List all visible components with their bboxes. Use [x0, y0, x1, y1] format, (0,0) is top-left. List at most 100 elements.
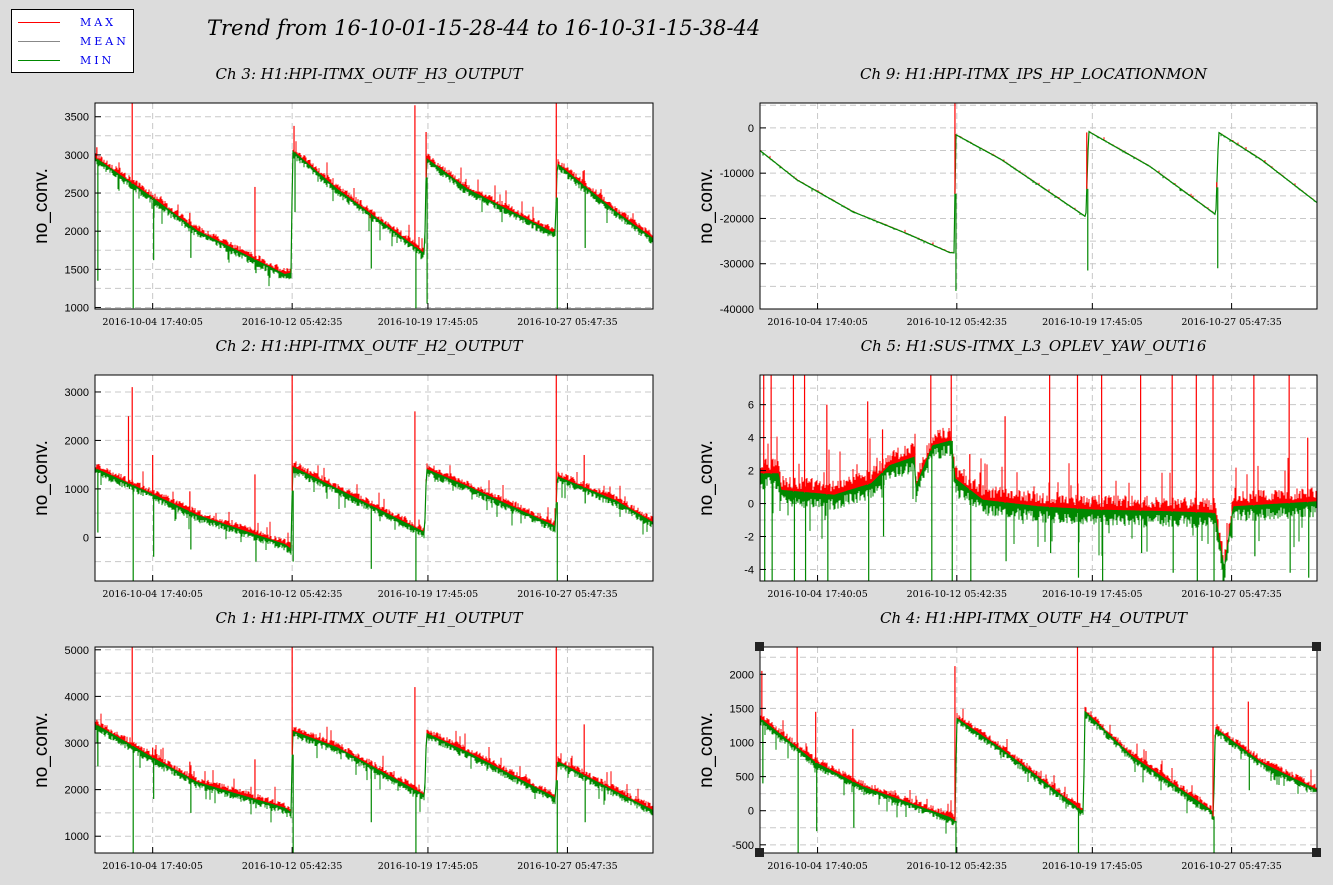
legend-swatch-mean [18, 41, 60, 42]
series-max [95, 713, 653, 813]
plot-frame [94, 374, 654, 582]
series-mean [95, 150, 653, 276]
selection-handle [755, 848, 764, 857]
y-tick-label: 0 [748, 123, 754, 135]
plot-area [95, 375, 653, 581]
x-tick-label: 2016-10-04 17:40:05 [102, 589, 202, 600]
gridlines [760, 103, 1317, 310]
y-tick-label: 0 [83, 532, 89, 544]
y-tick-label: 1000 [65, 484, 89, 496]
x-tick-label: 2016-10-04 17:40:05 [102, 317, 202, 328]
y-tick-label: -500 [732, 840, 754, 852]
chart-panel-4: Ch 5: H1:SUS-ITMX_L3_OPLEV_YAW_OUT16 -4 -2… [696, 337, 1318, 600]
x-tick-label: 2016-10-19 17:45:05 [1042, 589, 1142, 600]
series-max [760, 706, 1317, 821]
y-tick-label: 5000 [65, 645, 89, 657]
x-tick-label: 2016-10-19 17:45:05 [378, 589, 478, 600]
plot-area [95, 647, 653, 853]
selection-handle [1312, 642, 1321, 651]
y-tick-label: -4 [744, 564, 754, 576]
legend-item-max: MAX [18, 16, 133, 30]
y-tick-label: 2000 [65, 435, 89, 447]
y-tick-label: 6 [748, 400, 754, 412]
x-tick-label: 2016-10-04 17:40:05 [767, 589, 867, 600]
chart-panel-6: Ch 4: H1:HPI-ITMX_OUTF_H4_OUTPUT -500 0 500… [696, 609, 1321, 872]
y-tick-label: 3000 [65, 150, 89, 162]
chart-panel-5: Ch 1: H1:HPI-ITMX_OUTF_H1_OUTPUT 1000 2000… [31, 609, 654, 872]
series-min [95, 724, 653, 823]
y-tick-label: 2000 [65, 785, 89, 797]
chart-title: Ch 4: H1:HPI-ITMX_OUTF_H4_OUTPUT [880, 609, 1188, 627]
chart-panel-3: Ch 2: H1:HPI-ITMX_OUTF_H2_OUTPUT 0 1000 200… [31, 337, 654, 600]
y-tick-label: 1000 [65, 302, 89, 314]
x-tick-label: 2016-10-04 17:40:05 [102, 861, 202, 872]
plot-frame [759, 646, 1318, 854]
chart-title: Ch 9: H1:HPI-ITMX_IPS_HP_LOCATIONMON [860, 65, 1208, 83]
legend-swatch-max [18, 22, 60, 23]
x-tick-label: 2016-10-12 05:42:35 [242, 317, 342, 328]
series-max [95, 461, 653, 550]
x-tick-label: 2016-10-12 05:42:35 [242, 589, 342, 600]
series-max [95, 141, 653, 275]
series-min [95, 467, 653, 555]
y-tick-label: 2 [748, 466, 754, 478]
x-tick-label: 2016-10-27 05:47:35 [517, 861, 617, 872]
y-axis-label: no_conv. [696, 712, 717, 788]
data-series [760, 647, 1317, 853]
gridlines [95, 103, 653, 309]
series-mean [760, 130, 1317, 254]
x-tick-label: 2016-10-27 05:47:35 [1181, 861, 1281, 872]
x-tick-label: 2016-10-19 17:45:05 [378, 317, 478, 328]
y-axis-label: no_conv. [31, 440, 52, 516]
y-tick-label: 1000 [65, 831, 89, 843]
data-series [760, 103, 1317, 291]
plot-frame [759, 374, 1318, 582]
chart-title: Ch 1: H1:HPI-ITMX_OUTF_H1_OUTPUT [216, 609, 524, 627]
y-tick-label: 2000 [730, 669, 754, 681]
gridlines [760, 375, 1317, 581]
legend-label-mean: MEAN [80, 35, 129, 48]
x-tick-label: 2016-10-27 05:47:35 [1181, 589, 1281, 600]
y-tick-label: 3000 [65, 387, 89, 399]
legend-label-min: MIN [80, 54, 115, 67]
y-tick-label: 2000 [65, 226, 89, 238]
x-tick-label: 2016-10-12 05:42:35 [242, 861, 342, 872]
plot-area [760, 375, 1317, 581]
chart-panel-1: Ch 3: H1:HPI-ITMX_OUTF_H3_OUTPUT 1000 1500… [31, 65, 654, 328]
y-tick-label: 500 [736, 772, 754, 784]
chart-title: Ch 2: H1:HPI-ITMX_OUTF_H2_OUTPUT [216, 337, 524, 355]
y-tick-label: 1500 [730, 703, 754, 715]
y-tick-label: 1000 [730, 737, 754, 749]
y-tick-label: 3500 [65, 112, 89, 124]
y-tick-label: 1500 [65, 264, 89, 276]
x-tick-label: 2016-10-12 05:42:35 [907, 317, 1007, 328]
plot-area [760, 647, 1317, 853]
series-mean [95, 466, 653, 551]
series-max [760, 427, 1317, 569]
plot-frame [94, 646, 654, 854]
y-axis-label: no_conv. [696, 440, 717, 516]
data-series [760, 375, 1317, 581]
page-title: Trend from 16-10-01-15-28-44 to 16-10-31… [207, 16, 761, 40]
x-tick-label: 2016-10-19 17:45:05 [1042, 861, 1142, 872]
y-tick-label: 0 [748, 806, 754, 818]
x-tick-label: 2016-10-19 17:45:05 [1042, 317, 1142, 328]
series-min [95, 151, 653, 287]
legend-label-max: MAX [80, 16, 117, 29]
x-tick-label: 2016-10-04 17:40:05 [767, 317, 867, 328]
chart-panel-2: Ch 9: H1:HPI-ITMX_IPS_HP_LOCATIONMON -400… [696, 65, 1318, 328]
x-tick-label: 2016-10-04 17:40:05 [767, 861, 867, 872]
plot-area [95, 103, 653, 309]
gridlines [760, 647, 1317, 853]
data-series [95, 375, 653, 581]
legend-item-mean: MEAN [18, 35, 133, 49]
data-series [95, 647, 653, 853]
y-axis-label: no_conv. [31, 712, 52, 788]
series-min [760, 711, 1317, 834]
y-tick-label: -2 [744, 532, 754, 544]
y-tick-label: -10000 [720, 168, 754, 180]
y-tick-label: 4000 [65, 691, 89, 703]
chart-title: Ch 3: H1:HPI-ITMX_OUTF_H3_OUTPUT [216, 65, 524, 83]
series-mean [95, 723, 653, 815]
selection-handle [1312, 848, 1321, 857]
